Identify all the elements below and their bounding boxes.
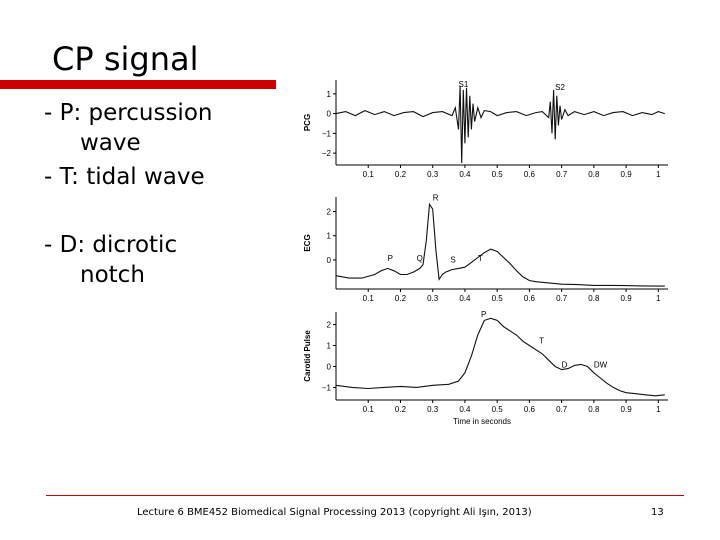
x-tick-label: 0.2 xyxy=(395,405,407,414)
x-tick-label: 0.6 xyxy=(524,170,536,179)
signal-line xyxy=(335,202,665,287)
wave-annotation: Q xyxy=(417,254,423,263)
bullet-text: - P: percussion xyxy=(44,100,213,126)
x-tick-label: 0.8 xyxy=(588,405,600,414)
x-tick-label: 0.4 xyxy=(459,405,471,414)
x-tick-label: 0.1 xyxy=(363,405,375,414)
x-tick-label: 0.6 xyxy=(524,294,536,303)
x-tick-label: 0.1 xyxy=(363,170,375,179)
x-tick-label: 0.3 xyxy=(427,294,439,303)
bullet-text: - D: dicrotic xyxy=(44,232,178,258)
slide-title: CP signal xyxy=(52,40,199,78)
x-tick-label: 0.5 xyxy=(492,294,504,303)
bullet-text: - T: tidal wave xyxy=(44,164,205,190)
bullet-continuation: wave xyxy=(80,130,141,156)
wave-annotation: R xyxy=(433,194,439,203)
x-tick-label: 0.9 xyxy=(621,294,633,303)
x-tick-label: 1 xyxy=(656,405,661,414)
wave-annotation: P xyxy=(388,254,393,263)
x-tick-label: 0.9 xyxy=(621,405,633,414)
footer-text: Lecture 6 BME452 Biomedical Signal Proce… xyxy=(137,507,532,518)
y-tick-label: 0 xyxy=(327,362,332,371)
footer-rule xyxy=(46,495,684,496)
x-tick-label: 0.5 xyxy=(492,405,504,414)
x-tick-label: 0.4 xyxy=(459,294,471,303)
x-tick-label: 0.2 xyxy=(395,170,407,179)
wave-annotation: S1 xyxy=(458,80,468,89)
x-tick-label: 0.6 xyxy=(524,405,536,414)
y-tick-label: 1 xyxy=(327,90,332,99)
signal-panel-2: 0.1 0.2 0.3 0.4 0.5 0.6 0.7 0.8 0.9 1 2 1 0 ECG P Q R S T xyxy=(303,194,668,303)
x-tick-label: 1 xyxy=(656,294,661,303)
wave-annotation: S2 xyxy=(555,83,565,92)
bullet-dicrotic: - D: dicrotic notch xyxy=(44,230,177,290)
x-tick-label: 0.7 xyxy=(556,170,568,179)
bullet-tidal: - T: tidal wave xyxy=(44,162,205,192)
signal-panel-1: 0.1 0.2 0.3 0.4 0.5 0.6 0.7 0.8 0.9 1 1 0 −1 −2 PCG S1 S… xyxy=(303,80,668,179)
wave-annotation: DW xyxy=(594,361,608,370)
y-tick-label: 2 xyxy=(327,321,332,330)
x-tick-label: 0.3 xyxy=(427,405,439,414)
y-axis-label: Carotid Pulse xyxy=(303,330,312,382)
x-tick-label: 1 xyxy=(656,170,661,179)
title-accent-bar xyxy=(0,80,276,89)
y-tick-label: 2 xyxy=(327,208,332,217)
y-axis-label: PCG xyxy=(303,114,312,131)
wave-annotation: D xyxy=(562,361,568,370)
y-tick-label: −2 xyxy=(322,149,332,158)
bullet-continuation: notch xyxy=(80,262,145,288)
bullet-percussion: - P: percussion wave xyxy=(44,98,212,158)
x-tick-label: 0.2 xyxy=(395,294,407,303)
y-tick-label: 0 xyxy=(327,110,332,119)
y-axis-label: ECG xyxy=(303,234,312,251)
x-tick-label: 0.5 xyxy=(492,170,504,179)
x-tick-label: 0.8 xyxy=(588,294,600,303)
x-tick-label: 0.9 xyxy=(621,170,633,179)
x-tick-label: 0.4 xyxy=(459,170,471,179)
x-tick-label: 0.1 xyxy=(363,294,375,303)
x-tick-label: 0.3 xyxy=(427,170,439,179)
wave-annotation: T xyxy=(539,336,544,345)
y-tick-label: −1 xyxy=(322,129,332,138)
wave-annotation: S xyxy=(450,255,455,264)
y-tick-label: −1 xyxy=(322,383,332,392)
wave-annotation: T xyxy=(478,254,483,263)
y-tick-label: 1 xyxy=(327,232,332,241)
x-tick-label: 0.7 xyxy=(556,405,568,414)
signal-line xyxy=(335,317,665,397)
x-axis-label: Time in seconds xyxy=(453,417,511,426)
y-tick-label: 0 xyxy=(327,256,332,265)
signal-line xyxy=(335,85,665,164)
x-tick-label: 0.7 xyxy=(556,294,568,303)
x-tick-label: 0.8 xyxy=(588,170,600,179)
wave-annotation: P xyxy=(481,310,486,319)
signal-panel-3: 0.1 0.2 0.3 0.4 0.5 0.6 0.7 0.8 0.9 1 2 1 0 −1 Carotid… xyxy=(303,310,668,426)
y-tick-label: 1 xyxy=(327,342,332,351)
page-number: 13 xyxy=(651,507,664,518)
